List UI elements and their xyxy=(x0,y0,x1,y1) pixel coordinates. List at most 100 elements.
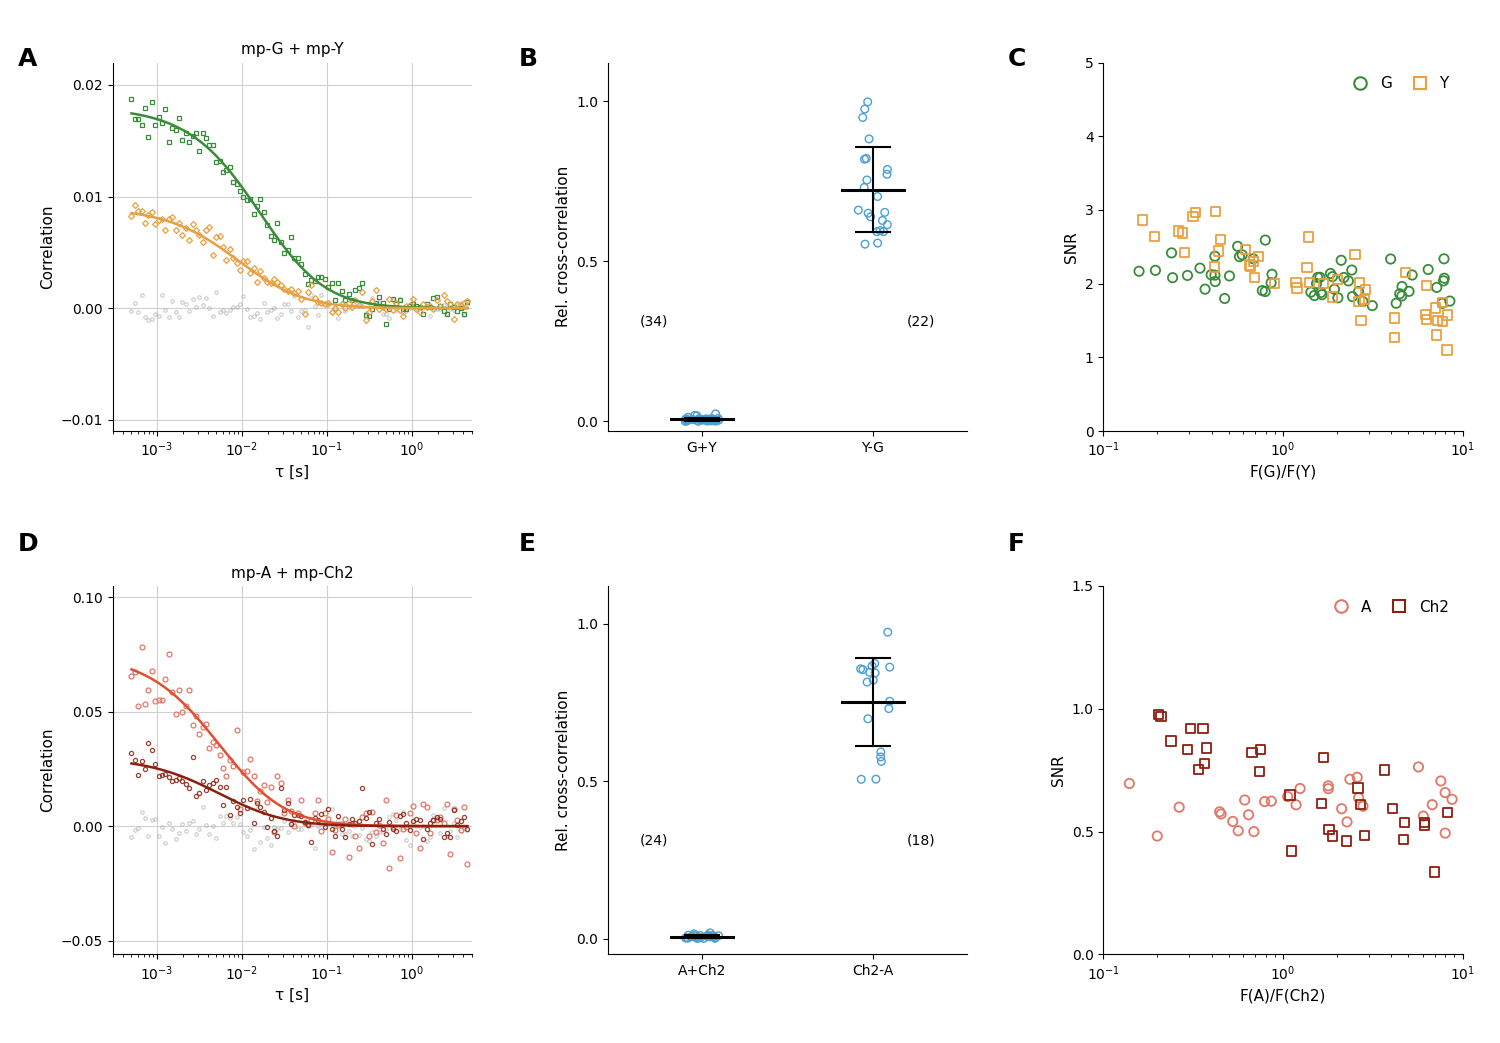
Point xyxy=(1390,278,1414,295)
Point xyxy=(1174,742,1198,758)
Point xyxy=(1186,760,1210,777)
Point xyxy=(1326,290,1350,307)
Point xyxy=(687,413,711,430)
Point xyxy=(856,130,880,147)
Point xyxy=(1233,241,1257,258)
Point xyxy=(675,411,699,428)
Point xyxy=(876,216,900,233)
Point xyxy=(1221,814,1245,830)
Point xyxy=(682,407,706,423)
Point xyxy=(878,700,902,717)
Point xyxy=(853,101,877,118)
Point xyxy=(1248,763,1272,780)
Point xyxy=(1346,769,1370,785)
Point xyxy=(1318,265,1342,282)
Point xyxy=(700,411,724,428)
Point xyxy=(1176,267,1200,284)
Point xyxy=(855,172,879,189)
Legend: A, Ch2: A, Ch2 xyxy=(1320,593,1455,621)
Point xyxy=(692,412,715,429)
Point xyxy=(850,661,874,678)
Point xyxy=(700,412,724,429)
Point xyxy=(1413,307,1437,323)
Point xyxy=(1432,250,1456,267)
Point xyxy=(876,624,900,640)
Point xyxy=(702,928,726,945)
Point xyxy=(687,929,711,946)
Text: (24): (24) xyxy=(640,833,669,847)
Point xyxy=(1326,271,1350,288)
Point xyxy=(1317,780,1341,797)
Point xyxy=(1299,284,1323,300)
Point xyxy=(1167,799,1191,816)
Point xyxy=(686,930,709,947)
Point xyxy=(702,412,726,429)
Point xyxy=(1432,270,1456,287)
Point xyxy=(1144,828,1168,845)
Point xyxy=(1179,721,1203,737)
Point xyxy=(1226,238,1250,254)
Point xyxy=(676,927,700,944)
Point xyxy=(704,929,728,946)
Text: E: E xyxy=(519,532,536,556)
Point xyxy=(1413,817,1437,833)
Point xyxy=(1242,252,1266,269)
Point xyxy=(1352,798,1376,815)
Point xyxy=(1320,268,1344,285)
Point xyxy=(1420,796,1444,812)
Point xyxy=(1192,281,1216,297)
Point xyxy=(1412,815,1436,831)
Point xyxy=(688,929,712,946)
Y-axis label: SNR: SNR xyxy=(1052,754,1066,786)
Point xyxy=(855,94,879,111)
Point xyxy=(864,771,888,787)
Point xyxy=(855,150,879,167)
Point xyxy=(873,204,897,221)
Point xyxy=(681,411,705,428)
Point xyxy=(1383,310,1407,326)
Point xyxy=(1342,246,1366,263)
Point xyxy=(1242,823,1266,840)
Point xyxy=(1149,708,1173,725)
Point xyxy=(698,928,721,945)
Point xyxy=(1167,223,1191,240)
Text: (18): (18) xyxy=(906,833,934,847)
Point xyxy=(1416,261,1440,277)
Point xyxy=(1384,295,1408,312)
Point xyxy=(1346,780,1370,797)
Point xyxy=(699,412,723,429)
Point xyxy=(846,201,870,218)
Point xyxy=(1302,287,1326,304)
Point xyxy=(674,929,698,946)
Point xyxy=(1288,780,1312,797)
Point xyxy=(1353,827,1377,844)
Point xyxy=(1436,342,1460,359)
Point xyxy=(1388,286,1411,302)
Point xyxy=(1334,832,1358,849)
Point xyxy=(858,209,882,225)
Point xyxy=(699,411,723,428)
Point xyxy=(852,151,876,168)
Point xyxy=(1338,771,1362,787)
Point xyxy=(1425,312,1449,329)
Point xyxy=(849,771,873,787)
Text: B: B xyxy=(519,47,538,71)
Point xyxy=(1226,823,1250,840)
Point xyxy=(1242,269,1266,286)
Text: (34): (34) xyxy=(640,314,669,329)
Point xyxy=(1170,224,1194,241)
X-axis label: F(G)/F(Y): F(G)/F(Y) xyxy=(1250,465,1317,480)
Point xyxy=(702,412,726,429)
Point xyxy=(676,412,700,429)
Point xyxy=(1323,281,1347,297)
Point xyxy=(1242,250,1266,267)
Point xyxy=(692,411,715,428)
Point xyxy=(1194,739,1218,756)
Point xyxy=(1347,274,1371,291)
Y-axis label: Correlation: Correlation xyxy=(40,204,56,289)
Point xyxy=(1305,275,1329,292)
Y-axis label: SNR: SNR xyxy=(1065,231,1080,263)
Point xyxy=(684,928,708,945)
Point xyxy=(861,672,885,688)
Legend: G, Y: G, Y xyxy=(1340,70,1455,97)
